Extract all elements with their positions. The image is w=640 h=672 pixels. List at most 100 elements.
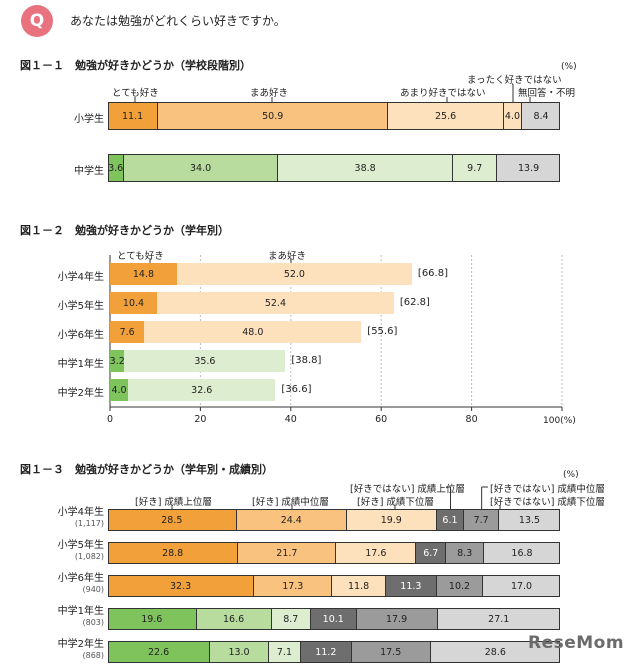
bar-segment-2-2: 11.8 — [332, 575, 386, 597]
row-label-0: 小学4年生 — [57, 272, 104, 283]
legend-3-suki-chuui: [好き] 成績中位層 — [252, 497, 329, 508]
bar-segment-3-1: 35.6 — [124, 350, 286, 372]
legend-2-totemo-suki: とても好き — [117, 251, 164, 262]
data-label: 17.0 — [510, 580, 533, 592]
bar-segment-2-5: 17.0 — [483, 575, 560, 597]
data-label: 10.4 — [122, 297, 145, 309]
bar-segment-2-1: 17.3 — [254, 575, 333, 597]
data-label: 10.2 — [448, 580, 471, 592]
bar-segment-4-0: 22.6 — [108, 641, 211, 663]
figure-1-2-title: 図１－２ 勉強が好きかどうか（学年別） — [20, 224, 229, 237]
data-label: 8.4 — [533, 110, 549, 122]
data-label: 17.6 — [365, 547, 387, 559]
row-label-n: (940) — [82, 585, 104, 594]
row-label-main: 中学1年生 — [57, 606, 104, 617]
legend-3-suki-kai: [好き] 成績下位層 — [357, 497, 434, 508]
data-label: 4.0 — [504, 110, 521, 122]
bar-segment-2-3: 11.3 — [385, 575, 437, 597]
bar-segment-1-0: 3.6 — [108, 154, 125, 182]
figure-1-3-unit: (%) — [563, 470, 579, 480]
total-label-0: [66.8] — [417, 268, 448, 279]
data-label: 6.1 — [442, 514, 458, 526]
data-label: 11.8 — [348, 580, 370, 592]
bar-segment-2-4: 10.2 — [436, 575, 484, 597]
bar-segment-1-5: 16.8 — [483, 542, 560, 564]
bar-segment-1-4: 8.3 — [446, 542, 484, 564]
row-label-main: 小学5年生 — [57, 540, 104, 551]
total-label-2: [55.6] — [367, 326, 398, 337]
data-label: 13.5 — [518, 514, 541, 526]
question-text: あなたは勉強がどれくらい好きですか。 — [70, 14, 286, 28]
bar-segment-0-1: 52.0 — [176, 263, 412, 285]
bar-segment-2-1: 48.0 — [144, 321, 362, 343]
bar-segment-0-0: 14.8 — [110, 263, 177, 285]
data-label: 9.7 — [467, 162, 483, 174]
x-tick-label-1: 20 — [194, 414, 207, 425]
data-label: 7.7 — [473, 514, 489, 526]
legend-3-sukidewanai-chuui: [好きではない] 成績中位層 — [490, 484, 605, 495]
data-label: 38.8 — [354, 162, 376, 174]
data-label: 52.0 — [283, 268, 305, 280]
row-label-4: 中学2年生 — [57, 388, 104, 399]
bar-segment-1-1: 34.0 — [124, 154, 278, 182]
bar-segment-0-4: 7.7 — [464, 509, 500, 531]
resemom-logo: ReseMom — [528, 633, 625, 653]
bar-segment-0-1: 24.4 — [236, 509, 347, 531]
legend-3-suki-joui: [好き] 成績上位層 — [135, 497, 212, 508]
data-label: 24.4 — [280, 514, 302, 526]
data-label: 28.8 — [162, 547, 184, 559]
data-label: 48.0 — [242, 326, 264, 338]
bar-segment-0-3: 4.0 — [503, 102, 523, 130]
data-label: 17.3 — [282, 580, 304, 592]
row-label-0: 小学生 — [74, 114, 104, 125]
figure-1-2-unit: 100(%) — [543, 416, 576, 426]
bar-segment-1-2: 17.6 — [336, 542, 417, 564]
legend-mukaitou: 無回答・不明 — [518, 88, 576, 99]
bar-segment-1-1: 21.7 — [238, 542, 337, 564]
data-label: 32.6 — [191, 384, 213, 396]
figure-1-1-unit: (%) — [561, 62, 577, 72]
bar-segment-3-5: 27.1 — [437, 608, 560, 630]
x-tick-label-4: 80 — [465, 414, 478, 425]
legend-maa-suki: まあ好き — [250, 88, 289, 99]
row-label-3: 中学1年生 (803) — [40, 606, 104, 628]
row-label-n: (1,082) — [74, 552, 104, 561]
question-icon: Q — [21, 5, 53, 37]
bar-segment-2-0: 7.6 — [110, 321, 145, 343]
bar-segment-0-2: 19.9 — [346, 509, 437, 531]
row-label-3: 中学1年生 — [57, 359, 104, 370]
data-label: 13.0 — [228, 646, 250, 658]
row-label-4: 中学2年生 (868) — [40, 639, 104, 661]
data-label: 32.3 — [169, 580, 192, 592]
row-label-0: 小学4年生 (1,117) — [40, 507, 104, 529]
bar-segment-1-4: 13.9 — [497, 154, 560, 182]
data-label: 7.1 — [276, 646, 292, 658]
data-label: 14.8 — [132, 268, 155, 280]
data-label: 16.6 — [223, 613, 245, 625]
figure-1-3-title: 図１－３ 勉強が好きかどうか（学年別・成績別） — [20, 463, 273, 476]
data-label: 17.9 — [385, 613, 408, 625]
bar-segment-4-4: 17.5 — [351, 641, 431, 663]
bar-segment-1-2: 38.8 — [277, 154, 454, 182]
data-label: 28.6 — [484, 646, 506, 658]
bar-segment-3-0: 19.6 — [108, 608, 197, 630]
row-label-2: 小学6年生 — [57, 330, 104, 341]
bar-segment-4-1: 13.0 — [210, 641, 269, 663]
data-label: 50.9 — [262, 110, 284, 122]
row-label-1: 小学5年生 — [57, 301, 104, 312]
legend-3-sukidewanai-kai: [好きではない] 成績下位層 — [490, 497, 605, 508]
bar-segment-0-5: 13.5 — [499, 509, 560, 531]
row-label-n: (1,117) — [74, 519, 104, 528]
row-label-n: (803) — [82, 618, 104, 627]
bar-segment-0-0: 28.5 — [108, 509, 237, 531]
bar-segment-4-0: 4.0 — [110, 379, 129, 401]
total-label-3: [38.8] — [291, 355, 322, 366]
bar-segment-1-3: 6.7 — [416, 542, 447, 564]
data-label: 21.7 — [276, 547, 298, 559]
row-label-1: 中学生 — [74, 166, 104, 177]
bar-segment-0-0: 11.1 — [108, 102, 159, 130]
data-label: 8.3 — [457, 547, 473, 559]
legend-2-maa-suki: まあ好き — [268, 251, 307, 262]
data-label: 3.2 — [110, 355, 125, 367]
